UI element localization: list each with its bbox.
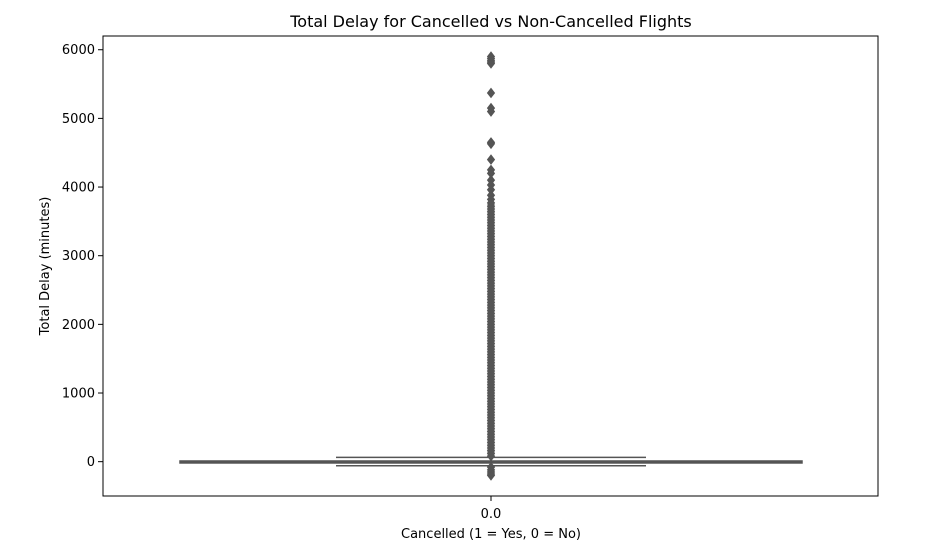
outlier-point: [486, 138, 496, 150]
box-plot-group: [179, 456, 803, 467]
plot-area-frame: [102, 35, 879, 497]
outlier-dense-column: [487, 200, 495, 457]
y-tick-label: 1000: [62, 387, 95, 402]
outlier-point: [486, 106, 496, 117]
y-axis-ticks: 0 1000 2000 3000 4000 5000 6000: [62, 43, 103, 470]
outlier-points: [486, 51, 496, 481]
outlier-point: [486, 154, 496, 165]
y-tick-label: 4000: [62, 181, 95, 196]
x-tick-label: 0.0: [481, 507, 502, 522]
y-axis-label: Total Delay (minutes): [38, 197, 53, 337]
outlier-point: [486, 58, 496, 69]
outlier-point: [486, 87, 496, 99]
x-axis-ticks: 0.0: [481, 496, 502, 522]
outlier-point: [486, 470, 496, 481]
y-tick-label: 2000: [62, 318, 95, 333]
y-tick-label: 6000: [62, 43, 95, 58]
x-axis-label: Cancelled (1 = Yes, 0 = No): [401, 527, 581, 542]
chart-title: Total Delay for Cancelled vs Non-Cancell…: [289, 12, 692, 31]
y-tick-label: 3000: [62, 249, 95, 264]
y-tick-label: 5000: [62, 112, 95, 127]
y-tick-label: 0: [87, 455, 95, 470]
